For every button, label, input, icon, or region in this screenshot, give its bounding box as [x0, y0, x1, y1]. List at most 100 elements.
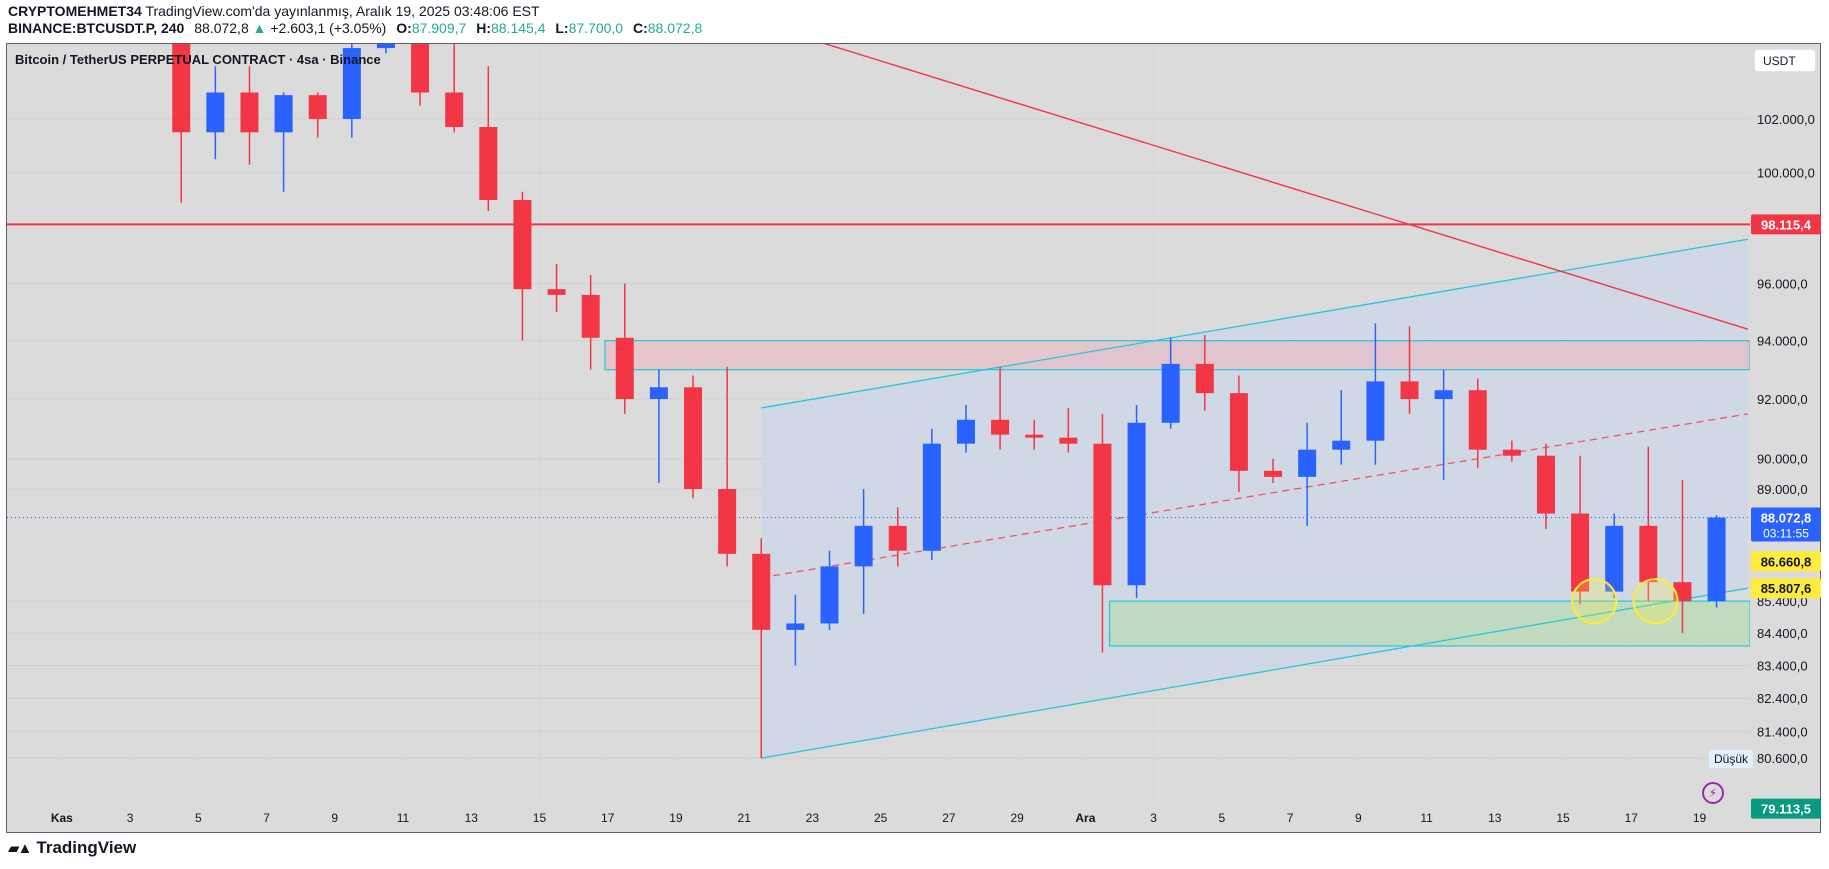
candle	[274, 92, 293, 192]
low-value: 87.700,0	[568, 20, 624, 36]
price-change: +2.603,1 (+3.05%)	[270, 20, 387, 36]
candle-body	[581, 294, 600, 338]
published-text: TradingView.com'da yayınlanmış, Aralık 1…	[145, 3, 540, 19]
price-tick-label: 100.000,0	[1757, 166, 1815, 181]
candle-body	[1195, 363, 1214, 394]
time-tick-label: 11	[397, 811, 410, 825]
candle-body	[820, 566, 839, 624]
channel-middle-line	[761, 413, 1748, 579]
candle-body	[206, 92, 225, 133]
price-tick-label: 90.000,0	[1757, 452, 1808, 467]
candle-body	[479, 126, 498, 201]
candle	[1059, 407, 1078, 453]
candle	[684, 375, 703, 499]
candle	[1605, 513, 1624, 598]
candle	[376, 44, 395, 54]
candle-body	[854, 525, 873, 567]
time-tick-label: 15	[533, 811, 547, 825]
high-label: H:	[476, 20, 491, 36]
time-tick-label: 21	[738, 811, 752, 825]
candle-body	[1161, 363, 1180, 423]
time-tick-label: 9	[1355, 811, 1362, 825]
candle-body	[274, 95, 293, 133]
candle	[1298, 422, 1317, 526]
candle	[1434, 369, 1453, 480]
candle	[479, 66, 498, 211]
candle-body	[1400, 381, 1419, 400]
lightning-icon[interactable]: ⚡	[1702, 782, 1724, 804]
time-axis[interactable]: Kas 3 5 7 9 11 13 15 17 19 21 23 25 27 29 Ara 3 5 7 9 11 13 15…	[51, 811, 1707, 825]
candle-body	[342, 48, 361, 119]
price-tick-label: 96.000,0	[1757, 277, 1808, 292]
candle	[308, 92, 327, 138]
candle-body	[752, 553, 771, 630]
candle	[411, 44, 430, 106]
close-value: 88.072,8	[647, 20, 703, 36]
low-label: L:	[555, 20, 569, 36]
supply-zone	[604, 340, 1750, 371]
candle	[342, 44, 361, 138]
countdown-text: 03:11:55	[1763, 526, 1809, 540]
candle	[1673, 479, 1692, 634]
tradingview-logo-icon: ▰▲	[8, 840, 32, 857]
price-axis[interactable]: 102.000,0 100.000,0 96.000,0 94.000,0 92.000…	[1757, 112, 1815, 766]
currency-button[interactable]: USDT	[1754, 49, 1816, 72]
price-label-text: 86.660,8	[1761, 554, 1812, 569]
price-label-bg	[1751, 578, 1821, 599]
price-label-text: 88.072,8	[1761, 510, 1812, 525]
candle	[1127, 404, 1146, 598]
candle-body	[1639, 525, 1658, 583]
time-tick-label: 13	[465, 811, 479, 825]
candle-body	[922, 443, 941, 551]
candle	[1161, 337, 1180, 429]
candle-body	[956, 419, 975, 444]
time-tick-label: 19	[1693, 811, 1707, 825]
candle-body	[240, 92, 259, 133]
symbol-info: BINANCE:BTCUSDT.P, 240 88.072,8 ▲ +2.603…	[8, 20, 702, 36]
candle	[547, 263, 566, 312]
time-tick-label: 7	[263, 811, 270, 825]
candle	[922, 428, 941, 561]
price-tick-label: 82.400,0	[1757, 691, 1808, 706]
candle-body	[1434, 390, 1453, 400]
candle	[1400, 326, 1419, 414]
tradingview-logo[interactable]: ▰▲ TradingView	[8, 838, 136, 858]
candle	[1229, 375, 1248, 493]
symbol: BINANCE:BTCUSDT.P, 240	[8, 20, 185, 36]
highlight-circle	[1571, 578, 1618, 625]
time-tick-label: 5	[195, 811, 202, 825]
price-label: 86.660,8	[1751, 551, 1821, 572]
candle	[172, 44, 191, 203]
price-label-text: 79.113,5	[1761, 802, 1811, 817]
up-arrow-icon: ▲	[252, 20, 267, 36]
candle-body	[1059, 437, 1078, 444]
price-tick-label: 83.400,0	[1757, 658, 1808, 673]
candle	[854, 489, 873, 614]
channel-fill	[761, 239, 1748, 759]
candle	[240, 66, 259, 165]
candle-body	[308, 95, 327, 119]
low-marker-label: Düşük	[1709, 750, 1754, 768]
candle-body	[1298, 449, 1317, 477]
candle-body	[1093, 443, 1112, 586]
time-tick-label: Ara	[1075, 811, 1095, 825]
candle	[513, 191, 532, 341]
price-tick-label: 89.000,0	[1757, 482, 1808, 497]
candle-body	[991, 419, 1010, 435]
candle	[581, 275, 600, 370]
price-tick-label: 80.600,0	[1757, 751, 1808, 766]
price-label: 85.807,6	[1751, 578, 1821, 599]
price-label-bg	[1751, 798, 1821, 819]
candle	[1264, 458, 1283, 483]
candle-body	[1127, 422, 1146, 586]
price-label-bg	[1751, 551, 1821, 572]
downtrend-line	[823, 44, 1749, 330]
time-tick-label: 17	[601, 811, 615, 825]
candle	[1468, 378, 1487, 468]
candle	[1195, 334, 1214, 411]
price-label-text: 98.115,4	[1761, 217, 1812, 232]
high-value: 88.145,4	[490, 20, 546, 36]
candle-body	[786, 623, 805, 630]
open-value: 87.909,7	[411, 20, 467, 36]
